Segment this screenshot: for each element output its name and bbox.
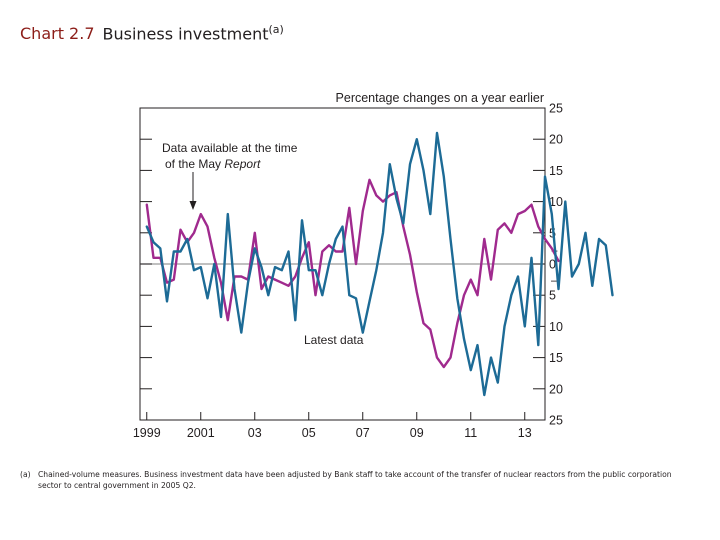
x-tick-label: 13 — [518, 426, 532, 440]
annotation-arrow-head — [189, 201, 197, 210]
y-tick-label: 0 — [549, 258, 556, 272]
series-line-data-available-at-the-time-of-the-may-report — [145, 178, 560, 369]
y-tick-label: 20 — [549, 382, 563, 396]
chart-title-text: Business investment — [102, 24, 269, 44]
annotation-may-report-line1: Data available at the time — [162, 141, 298, 155]
y-tick-label: 10 — [549, 195, 563, 209]
y-tick-label: 25 — [549, 414, 563, 428]
x-tick-label: 07 — [356, 426, 370, 440]
chart-number: Chart 2.7 — [20, 24, 95, 44]
units-label: Percentage changes on a year earlier — [336, 91, 544, 105]
chart-title: Chart 2.7 Business investment(a) — [20, 20, 284, 44]
footnote-text: Chained-volume measures. Business invest… — [38, 470, 672, 490]
y-tick-label: 15 — [549, 351, 563, 365]
y-tick-label: 10 — [549, 320, 563, 334]
x-tick-label: 05 — [302, 426, 316, 440]
y-tick-label: 5 — [549, 289, 556, 303]
x-tick-label: 11 — [464, 426, 477, 440]
series-line-latest-data — [145, 131, 614, 397]
footnote-marker: (a) — [20, 470, 31, 479]
annotation-italic-word: Report — [224, 157, 261, 171]
y-tick-label: 20 — [549, 133, 563, 147]
x-tick-label: 1999 — [133, 426, 161, 440]
annotation-latest-data: Latest data — [304, 333, 364, 347]
title-note-marker: (a) — [268, 23, 284, 36]
minus-sign-marker: – — [551, 273, 558, 287]
y-tick-label: 15 — [549, 164, 563, 178]
y-tick-label: 25 — [549, 102, 563, 116]
x-tick-label: 09 — [410, 426, 424, 440]
annotation-may-report-line2: of the May Report — [165, 157, 261, 171]
x-tick-label: 03 — [248, 426, 262, 440]
x-tick-label: 2001 — [187, 426, 215, 440]
